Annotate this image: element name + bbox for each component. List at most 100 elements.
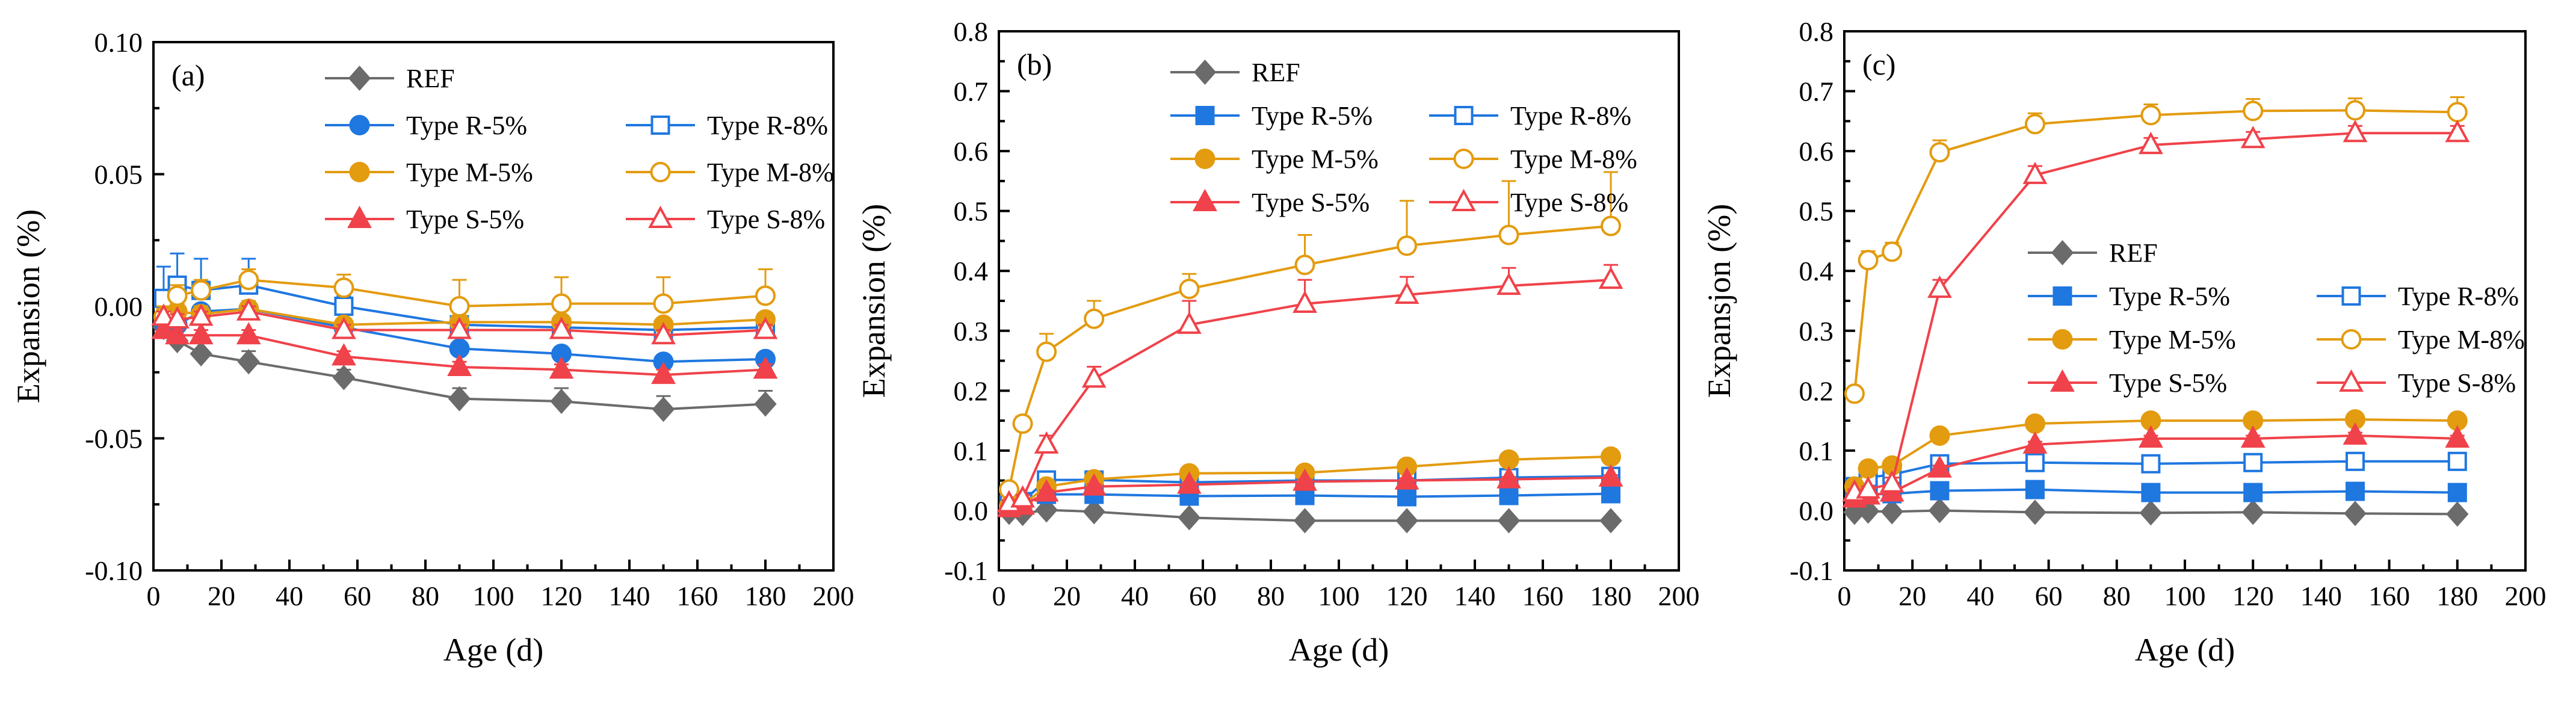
data-point	[1928, 498, 1951, 523]
x-tick-label: 100	[2164, 581, 2206, 611]
data-point	[1395, 508, 1418, 534]
panel-label: (b)	[1017, 48, 1052, 81]
data-point	[753, 356, 778, 379]
data-point	[1497, 508, 1521, 534]
data-point	[755, 285, 776, 306]
series-type-m-8	[153, 268, 776, 327]
panel-label: (c)	[1862, 48, 1896, 81]
data-point	[1036, 341, 1057, 362]
data-point	[449, 296, 470, 316]
data-point	[236, 322, 261, 345]
data-point	[1844, 383, 1865, 404]
data-point	[651, 322, 676, 345]
data-point	[1858, 250, 1879, 271]
data-point	[167, 285, 188, 306]
data-point	[151, 316, 176, 339]
data-point	[2022, 161, 2048, 184]
x-tick-label: 180	[1590, 581, 1632, 611]
data-point	[1177, 311, 1202, 334]
x-tick-label: 140	[2300, 581, 2342, 611]
legend-entry-type-m-5: Type M-5%	[325, 158, 533, 187]
data-point	[1081, 365, 1107, 388]
data-point	[2025, 452, 2045, 472]
data-point	[1599, 508, 1622, 534]
x-tick-label: 60	[344, 581, 371, 611]
data-point	[1927, 275, 1952, 298]
x-tick-label: 40	[1966, 581, 1994, 611]
data-point	[2139, 500, 2163, 526]
legend-entry-type-s-5: Type S-5%	[1170, 188, 1370, 217]
data-point	[2240, 425, 2266, 448]
series-type-s-8	[151, 298, 778, 345]
data-point	[165, 322, 190, 345]
legend-label: Type S-8%	[1510, 188, 1628, 217]
x-tick-label: 80	[1257, 581, 1285, 611]
y-tick-label: 0.3	[954, 316, 989, 347]
data-point	[1598, 464, 1623, 487]
legend-marker	[2050, 369, 2075, 392]
y-tick-label: 0.7	[954, 76, 989, 107]
y-tick-label: -0.1	[944, 555, 988, 586]
y-tick-label: 0.8	[954, 16, 989, 47]
data-point	[2445, 120, 2470, 143]
y-tick-label: 0.8	[1799, 16, 1834, 47]
data-point	[1397, 235, 1417, 256]
x-tick-label: 40	[276, 581, 303, 611]
y-tick-label: 0.05	[94, 159, 143, 190]
data-point	[1496, 466, 1521, 489]
data-point	[1880, 499, 1903, 525]
legend-marker	[1195, 106, 1215, 125]
x-tick-label: 0	[992, 581, 1006, 611]
data-point	[334, 297, 354, 316]
x-tick-label: 140	[609, 581, 650, 611]
x-tick-label: 40	[1121, 581, 1149, 611]
data-point	[1012, 413, 1033, 434]
data-point	[1179, 279, 1200, 300]
y-axis-label: Expansjon (%)	[1701, 204, 1737, 398]
legend-label: Type S-5%	[2109, 368, 2227, 398]
legend-marker	[347, 205, 372, 228]
legend-entry-type-m-8: Type M-8%	[2317, 325, 2525, 354]
x-tick-label: 200	[1658, 581, 1700, 611]
data-point	[2447, 483, 2467, 502]
data-point	[1498, 224, 1519, 245]
legend-entry-ref: REF	[1170, 58, 1300, 87]
legend-marker	[1193, 188, 1217, 211]
legend-marker	[2052, 329, 2073, 350]
legend-label: Type S-5%	[1252, 188, 1370, 217]
data-point	[2447, 451, 2467, 471]
data-point	[1598, 266, 1623, 289]
data-point	[2139, 425, 2163, 448]
data-point	[2343, 422, 2368, 445]
legend-entry-type-r-5: Type R-5%	[325, 111, 527, 140]
x-tick-label: 180	[2436, 581, 2478, 611]
data-point	[2140, 105, 2161, 126]
data-point	[2344, 501, 2367, 526]
data-point	[1601, 215, 1621, 236]
x-tick-label: 140	[1454, 581, 1496, 611]
legend-label: Type S-5%	[406, 205, 524, 234]
y-tick-label: 0.5	[1799, 196, 1834, 227]
legend-label: Type R-5%	[406, 111, 527, 140]
data-point	[190, 341, 212, 367]
chart-panel-c: 0 20 40 60 80 100 120 140 160 180 200 -0.1 0.0 0.1 0.2…	[1701, 16, 2547, 668]
y-tick-label: -0.10	[85, 555, 143, 586]
legend-marker	[1451, 188, 1476, 211]
data-point	[1882, 241, 1903, 262]
x-tick-label: 120	[1386, 581, 1428, 611]
data-point	[2447, 102, 2468, 123]
x-axis-label: Age (d)	[443, 632, 543, 668]
y-tick-label: 0.10	[94, 27, 143, 58]
legend-label: Type S-8%	[707, 205, 825, 234]
data-point	[236, 298, 261, 321]
legend-entry-type-r-5: Type R-5%	[2028, 282, 2230, 311]
y-tick-label: 0.4	[954, 256, 989, 286]
data-point	[550, 389, 573, 415]
data-point	[753, 316, 778, 339]
x-tick-label: 100	[473, 581, 514, 611]
legend-label: Type R-8%	[2398, 282, 2519, 311]
data-point	[2343, 120, 2368, 143]
data-point	[2141, 483, 2161, 502]
data-point	[1177, 471, 1202, 494]
legend-marker	[2051, 239, 2074, 266]
